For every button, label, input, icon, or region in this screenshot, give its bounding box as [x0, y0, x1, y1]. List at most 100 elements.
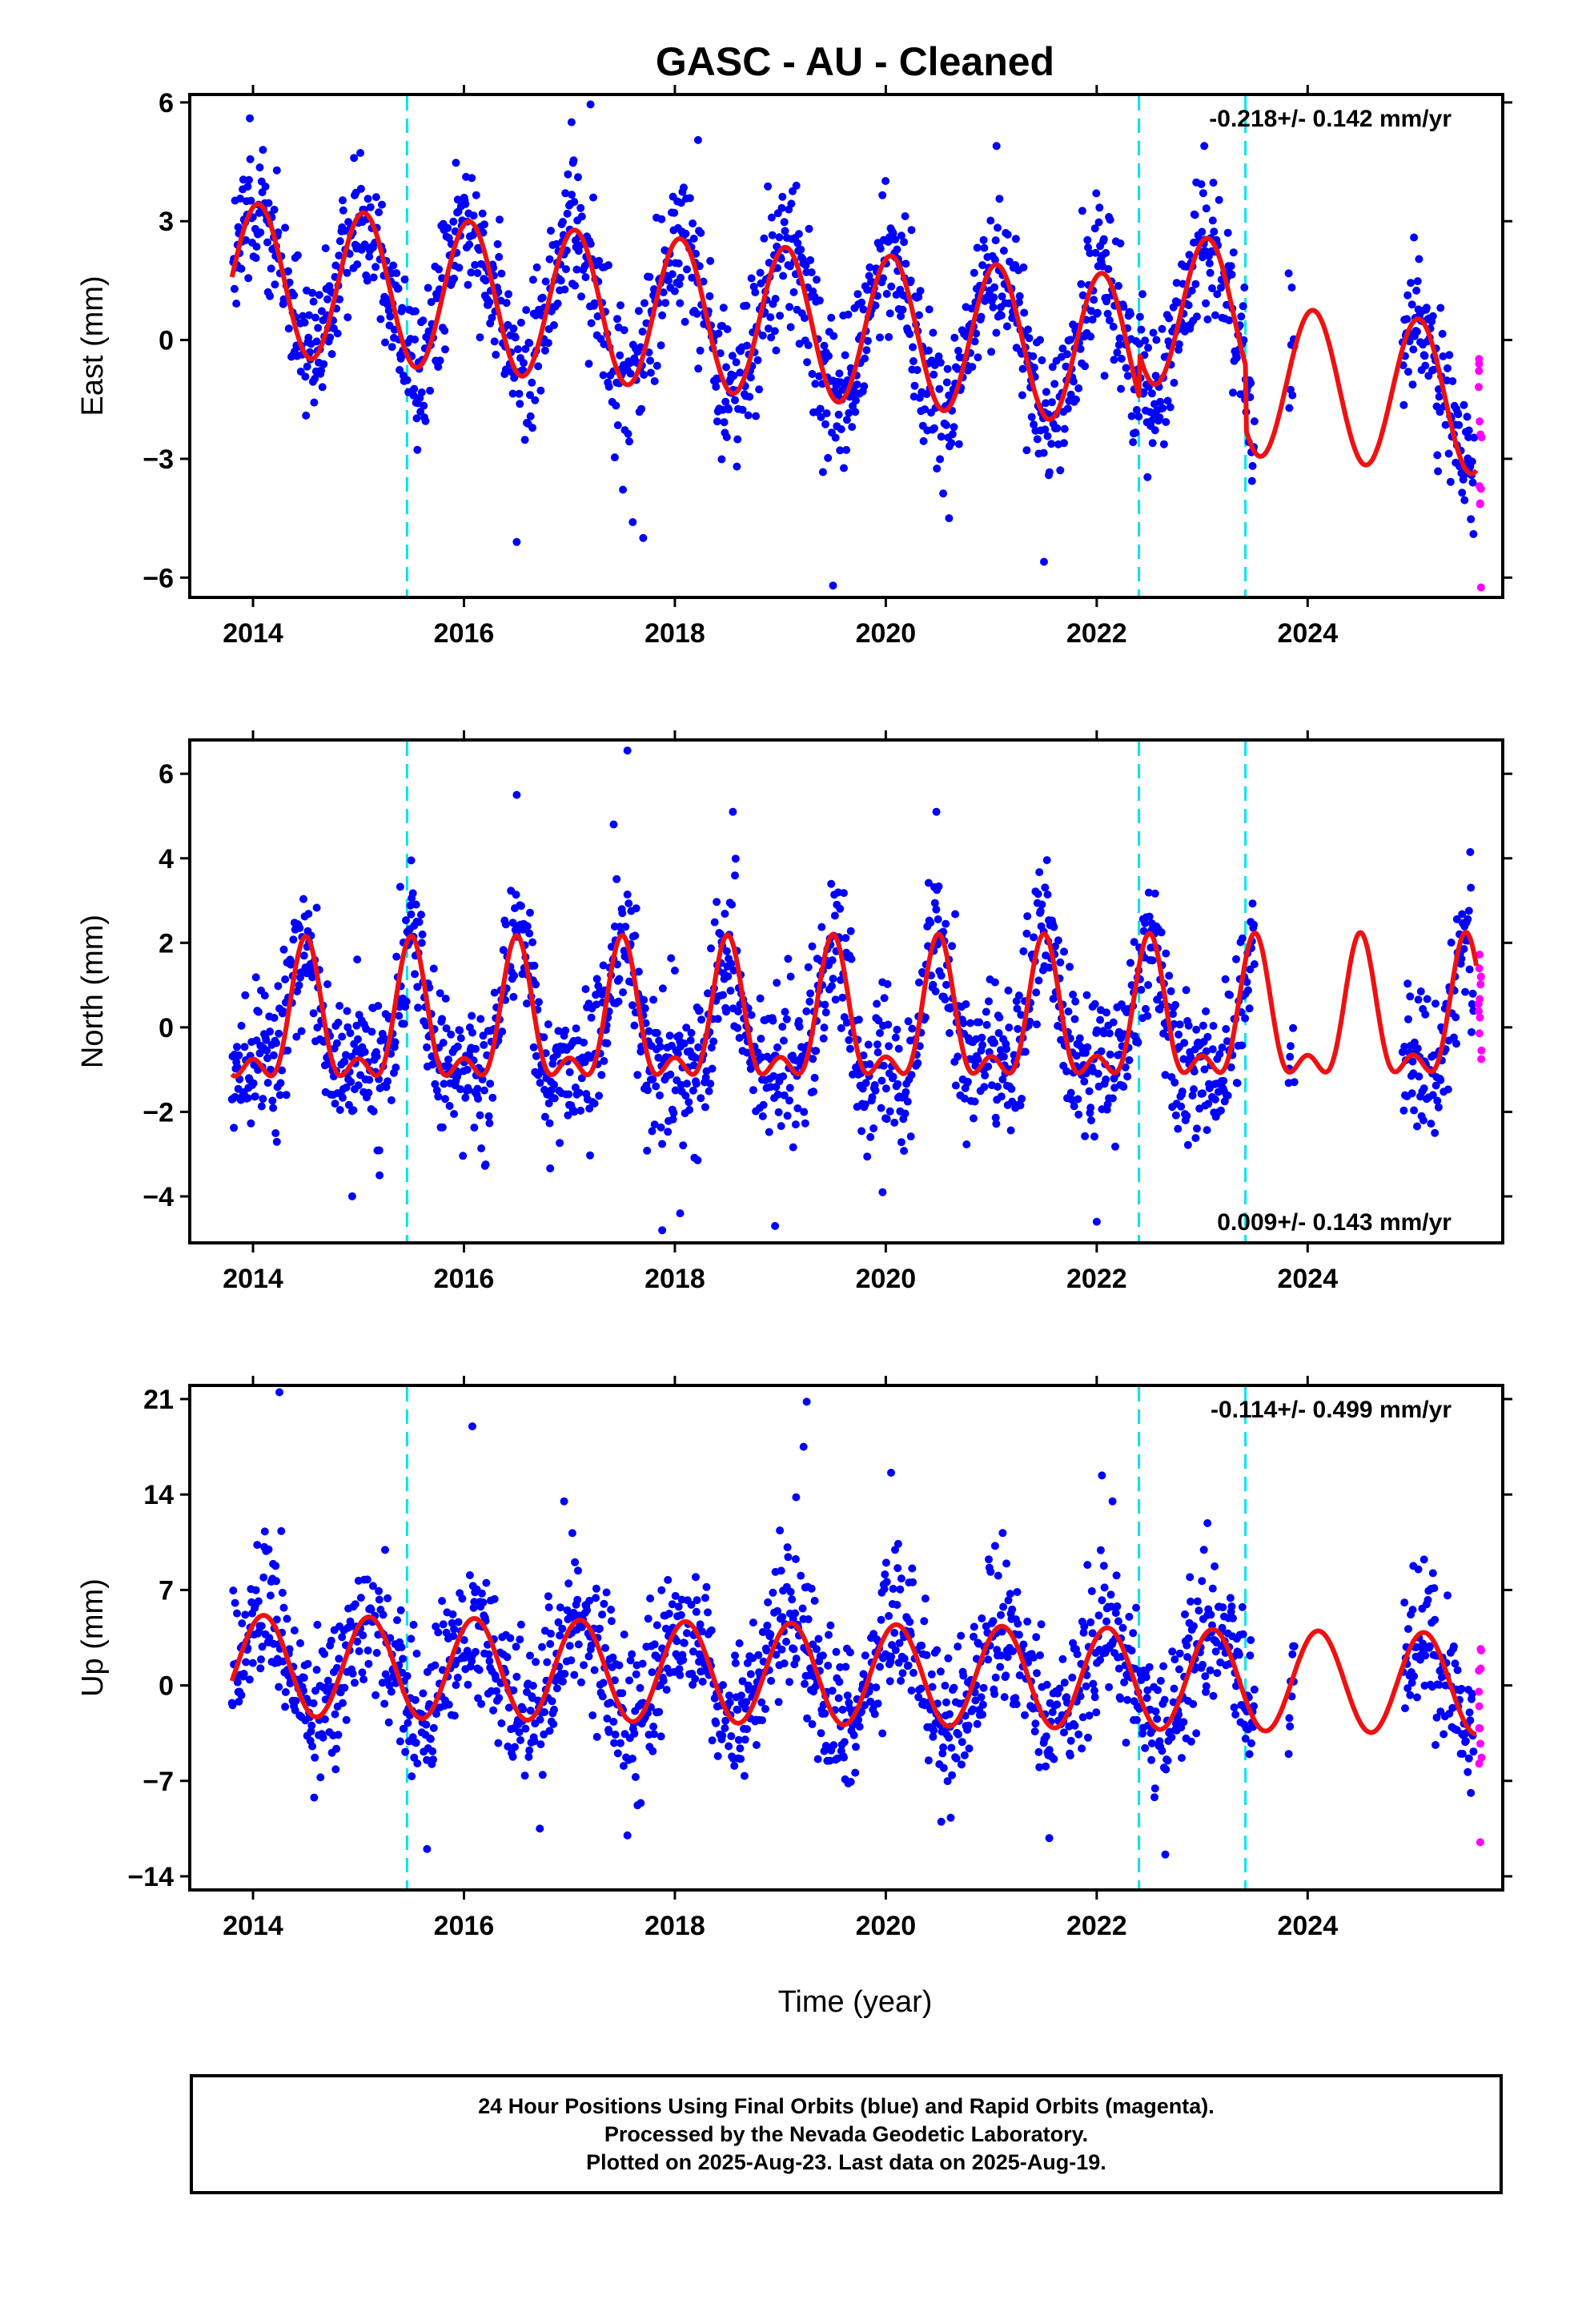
data-point [338, 1032, 347, 1041]
data-point [1043, 891, 1052, 899]
data-point [408, 889, 417, 898]
data-point [789, 1143, 797, 1152]
data-point [572, 1024, 580, 1033]
data-point [1111, 1609, 1120, 1618]
data-point [587, 1013, 596, 1022]
y-axis-title: East (mm) [76, 275, 110, 416]
data-point [396, 883, 404, 891]
data-point [725, 1742, 733, 1751]
data-point [1468, 989, 1477, 998]
data-point [347, 1192, 356, 1200]
data-point [791, 1554, 800, 1563]
data-point [1469, 529, 1478, 538]
data-point [800, 1108, 809, 1116]
data-point [763, 1621, 772, 1630]
data-point [434, 1628, 443, 1637]
data-point [1075, 1034, 1084, 1043]
data-point [468, 1011, 476, 1020]
data-point [765, 1128, 773, 1136]
data-point [1141, 336, 1150, 345]
data-point [1186, 1573, 1195, 1582]
data-point [439, 1620, 448, 1629]
data-point [1123, 1695, 1132, 1704]
data-point [1109, 323, 1118, 331]
data-point [240, 1043, 249, 1051]
data-point [921, 1594, 930, 1603]
data-point [1076, 1692, 1085, 1701]
data-point [1415, 1072, 1423, 1081]
data-point [577, 212, 586, 221]
data-point [970, 337, 979, 346]
data-point [1122, 364, 1130, 372]
data-point [610, 1739, 619, 1747]
x-tick-label: 2018 [644, 1911, 705, 1941]
data-point [355, 1647, 363, 1655]
data-point [1117, 384, 1126, 393]
data-point [1094, 1611, 1103, 1620]
data-point [465, 1571, 474, 1579]
data-point [274, 982, 283, 991]
data-point [1413, 277, 1422, 286]
data-point [593, 312, 602, 320]
data-point [681, 229, 690, 238]
data-point [383, 1594, 392, 1602]
data-point [311, 313, 319, 322]
data-point [1060, 1679, 1069, 1687]
data-point [365, 1076, 374, 1084]
data-point [926, 919, 935, 927]
data-point [1467, 883, 1476, 892]
data-point [857, 298, 866, 307]
data-point [1162, 949, 1170, 958]
data-point [581, 985, 590, 994]
data-point [456, 1026, 464, 1035]
data-point [799, 1442, 808, 1451]
data-point [317, 366, 326, 375]
data-point [311, 1753, 319, 1762]
data-point [585, 1596, 594, 1605]
data-point [1068, 1673, 1077, 1682]
data-point [372, 1649, 381, 1657]
data-point [898, 305, 907, 314]
data-point [1160, 1695, 1169, 1704]
data-point [397, 1642, 406, 1651]
data-point [1055, 1684, 1064, 1693]
data-point [740, 1771, 749, 1780]
caption-box: 24 Hour Positions Using Final Orbits (bl… [190, 2074, 1503, 2194]
data-point [834, 1694, 843, 1703]
data-point [247, 196, 255, 205]
data-point [1290, 1642, 1299, 1651]
data-point [845, 1035, 853, 1044]
data-point [577, 1074, 586, 1083]
rapid-data-point [1476, 583, 1485, 592]
data-point [1410, 1106, 1419, 1115]
data-point [1174, 1124, 1182, 1133]
data-point [1064, 1007, 1073, 1016]
x-tick-label: 2014 [223, 1264, 283, 1294]
x-tick-label: 2020 [856, 1264, 917, 1294]
data-point [893, 1080, 902, 1088]
data-point [871, 1086, 880, 1095]
data-point [244, 274, 253, 283]
data-point [950, 423, 958, 432]
data-point [565, 1642, 574, 1651]
data-point [313, 1620, 322, 1629]
data-point [893, 1601, 901, 1609]
data-point [570, 1671, 579, 1679]
rapid-data-point [1476, 1739, 1484, 1748]
data-point [900, 1147, 909, 1156]
data-point [595, 1624, 604, 1633]
rapid-data-point [1476, 1724, 1484, 1733]
data-point [401, 1747, 410, 1756]
data-point [613, 960, 621, 969]
data-point [1201, 1672, 1210, 1681]
data-point [952, 1754, 961, 1763]
data-point [340, 1057, 349, 1066]
data-point [441, 1095, 449, 1104]
data-point [363, 1575, 371, 1584]
data-point [603, 1715, 612, 1723]
data-point [260, 991, 269, 1000]
data-point [1151, 372, 1160, 380]
data-point [1038, 900, 1046, 909]
data-point [422, 1720, 431, 1729]
data-point [649, 1730, 658, 1739]
